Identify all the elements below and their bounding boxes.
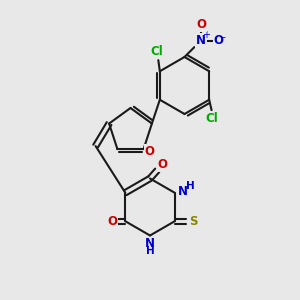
Text: Cl: Cl (150, 45, 163, 58)
Text: O: O (108, 215, 118, 228)
Text: H: H (146, 246, 154, 256)
Text: O: O (196, 18, 206, 32)
Text: O: O (144, 145, 154, 158)
Text: +: + (202, 30, 210, 40)
Text: N: N (145, 237, 155, 250)
Text: Cl: Cl (206, 112, 219, 125)
Text: O: O (158, 158, 168, 172)
Text: H: H (186, 181, 195, 191)
Text: N: N (178, 185, 188, 198)
Text: O: O (213, 34, 224, 47)
Text: N: N (196, 34, 206, 47)
Text: -: - (222, 32, 226, 42)
Text: S: S (189, 215, 197, 228)
